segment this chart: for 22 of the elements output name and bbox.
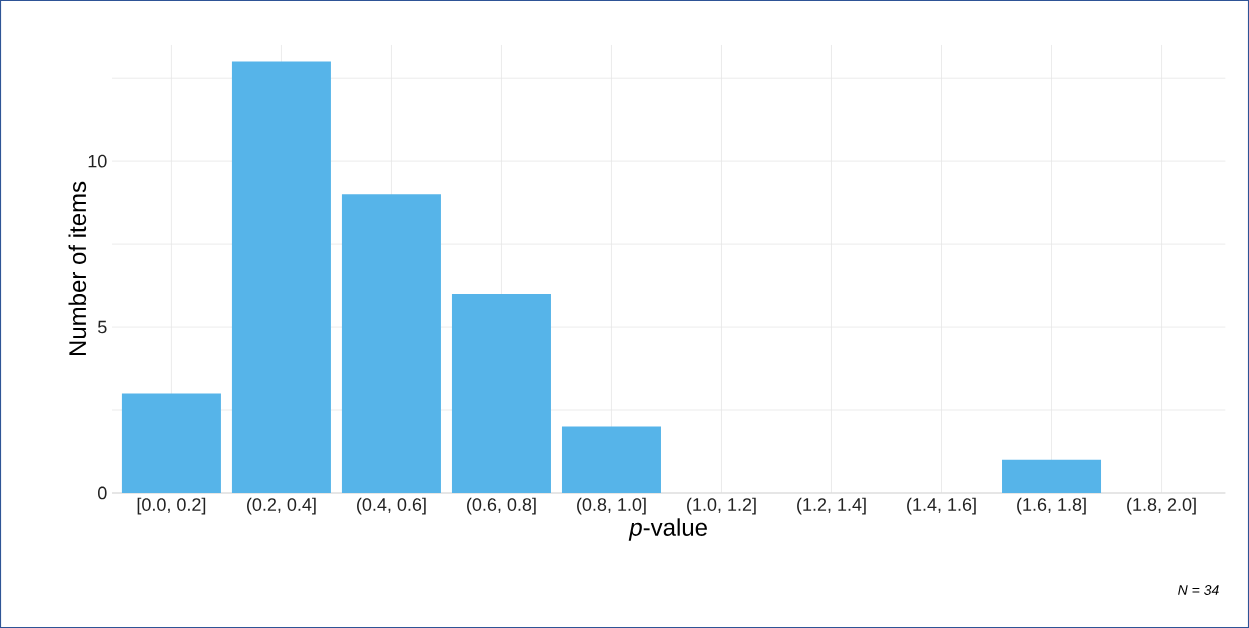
x-tick-label: (0.8, 1.0] xyxy=(577,497,646,515)
x-tick-label: (1.8, 2.0] xyxy=(1127,497,1196,515)
text: N = 34 xyxy=(1178,585,1219,595)
bar xyxy=(341,194,441,493)
bar xyxy=(451,293,551,493)
x-tick-label: (0.2, 0.4] xyxy=(247,497,316,515)
x-tick-label: (1.4, 1.6] xyxy=(907,497,976,515)
x-axis-title: p-value xyxy=(628,518,707,541)
y-tick-label: 5 xyxy=(98,320,107,334)
x-tick-label: (1.6, 1.8] xyxy=(1017,497,1086,515)
bar xyxy=(121,393,221,493)
x-tick-label: (1.2, 1.4] xyxy=(797,497,866,515)
bar xyxy=(231,61,331,493)
x-tick-label: [0.0, 0.2] xyxy=(137,497,206,515)
x-tick-label: (0.4, 0.6] xyxy=(357,497,426,515)
bar xyxy=(561,426,661,493)
y-axis-title: Number of items xyxy=(68,181,87,356)
x-tick-label: (0.6, 0.8] xyxy=(467,497,536,515)
bar xyxy=(1002,459,1102,493)
y-tick-label: 0 xyxy=(98,486,107,500)
y-tick-label: 10 xyxy=(88,154,107,168)
x-tick-label: (1.0, 1.2] xyxy=(687,497,756,515)
